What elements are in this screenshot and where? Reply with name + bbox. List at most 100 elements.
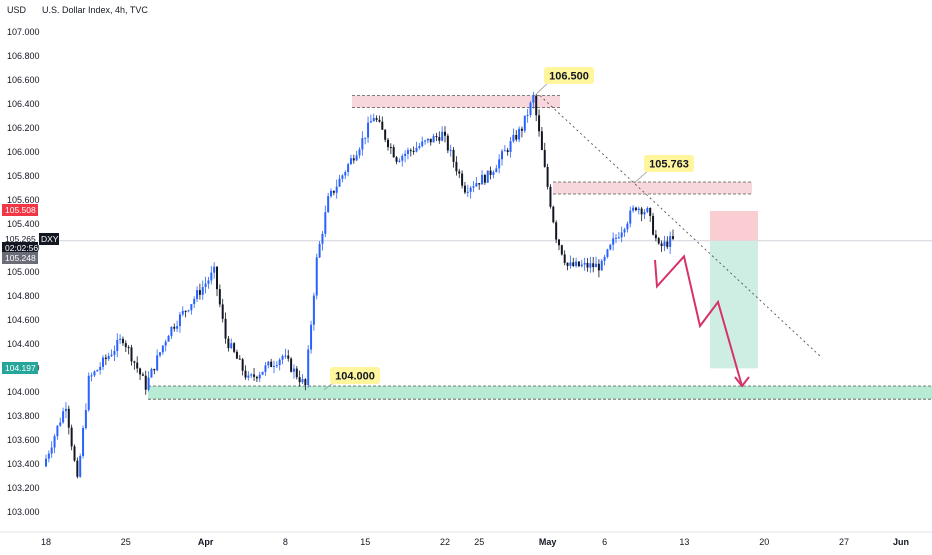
candle-bull xyxy=(79,455,82,477)
y-tick-label: 103.600 xyxy=(7,435,40,445)
candle-bull xyxy=(615,237,617,239)
candle-bear xyxy=(409,150,412,152)
candle-bull xyxy=(481,175,484,185)
target-price-tag-bg xyxy=(2,362,38,374)
candles xyxy=(45,91,674,479)
candle-bear xyxy=(597,263,600,271)
x-tick-label: Jun xyxy=(893,537,909,547)
candle-bull xyxy=(164,341,167,346)
symbol-title[interactable]: U.S. Dollar Index, 4h, TVC xyxy=(42,5,148,15)
currency-label: USD xyxy=(7,5,27,15)
candle-bear xyxy=(395,157,398,162)
candle-bear xyxy=(352,158,355,161)
candle-bull xyxy=(59,422,62,426)
candle-bull xyxy=(53,436,56,448)
candle-bull xyxy=(56,425,59,437)
candle-bull xyxy=(646,207,649,213)
resistance-zone-mid xyxy=(553,182,752,194)
candle-bear xyxy=(438,137,441,141)
candle-bull xyxy=(178,314,181,327)
candle-bull xyxy=(532,95,535,103)
candle-bull xyxy=(632,207,635,211)
candle-bull xyxy=(355,155,358,161)
y-tick-label: 103.200 xyxy=(7,483,40,493)
candle-bull xyxy=(196,290,199,299)
candle-bull xyxy=(193,298,196,305)
candle-bull xyxy=(415,147,418,152)
candle-bear xyxy=(221,304,224,319)
candle-bull xyxy=(107,356,110,360)
candle-bear xyxy=(224,318,227,339)
candle-bull xyxy=(102,357,104,367)
candle-bull xyxy=(301,379,304,383)
high-callout: 106.500 xyxy=(549,71,589,83)
y-tick-label: 106.800 xyxy=(7,51,40,61)
candle-bull xyxy=(626,223,629,230)
x-tick-label: 13 xyxy=(679,537,689,547)
candle-bull xyxy=(475,183,478,187)
candle-bear xyxy=(139,368,142,375)
trendline xyxy=(539,95,821,357)
candle-bull xyxy=(258,374,261,379)
candle-bull xyxy=(315,257,318,296)
candle-bear xyxy=(173,326,176,329)
support-callout-box xyxy=(330,367,380,384)
candle-bear xyxy=(446,135,449,151)
candle-bull xyxy=(509,141,512,152)
candle-bull xyxy=(96,370,99,372)
candle-bull xyxy=(526,115,529,117)
y-tick-label: 103.400 xyxy=(7,459,40,469)
candle-bear xyxy=(540,131,543,150)
countdown-tag-bg xyxy=(2,242,38,254)
candle-bull xyxy=(284,355,287,357)
candle-bear xyxy=(198,290,201,295)
candle-bear xyxy=(552,206,555,223)
candle-bull xyxy=(595,263,598,268)
candle-bear xyxy=(304,379,307,386)
candle-bear xyxy=(244,370,247,378)
candle-bull xyxy=(404,153,407,156)
candle-bear xyxy=(127,347,130,349)
candle-bear xyxy=(216,266,218,290)
support-callout: 104.000 xyxy=(335,371,375,383)
high-callout-box xyxy=(544,67,594,84)
candle-bear xyxy=(233,343,236,352)
candle-bull xyxy=(312,295,315,325)
candle-bear xyxy=(270,361,273,367)
candle-bull xyxy=(116,339,119,351)
candle-bull xyxy=(523,115,526,131)
candle-bear xyxy=(672,236,674,239)
x-tick-label: 18 xyxy=(41,537,51,547)
candle-bull xyxy=(603,256,606,261)
candle-bull xyxy=(421,141,424,147)
candle-bull xyxy=(181,310,184,315)
candle-bull xyxy=(50,447,53,454)
candle-bear xyxy=(76,460,79,477)
candle-bear xyxy=(130,347,133,362)
candle-bear xyxy=(73,446,76,461)
x-tick-label: 8 xyxy=(283,537,288,547)
candle-bull xyxy=(110,354,113,357)
x-tick-label: 22 xyxy=(440,537,450,547)
y-tick-label: 103.000 xyxy=(7,507,40,517)
candle-bear xyxy=(136,362,139,369)
candle-bull xyxy=(620,232,623,238)
candle-bull xyxy=(250,374,253,376)
candle-bear xyxy=(227,338,230,349)
y-tick-label: 105.800 xyxy=(7,171,40,181)
candle-bull xyxy=(486,170,489,183)
candle-bull xyxy=(424,140,427,142)
candle-bull xyxy=(501,151,503,160)
candle-bear xyxy=(649,207,652,216)
entry-price-tag: 105.248 xyxy=(5,253,36,263)
candle-bull xyxy=(90,375,93,377)
candle-bear xyxy=(241,359,244,371)
candle-bull xyxy=(361,138,364,150)
candle-bull xyxy=(369,121,372,123)
candle-bear xyxy=(332,190,335,193)
candle-bull xyxy=(307,349,310,386)
candle-bull xyxy=(529,102,532,116)
y-tick-label: 104.800 xyxy=(7,291,40,301)
